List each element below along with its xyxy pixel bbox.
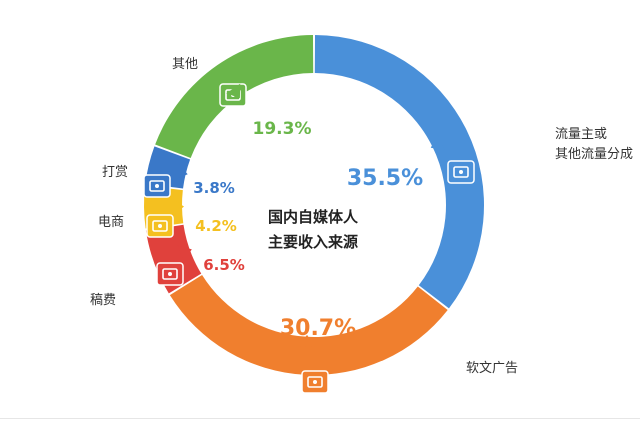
slice-pointer bbox=[430, 134, 446, 151]
center-title-line-2: 主要收入来源 bbox=[268, 233, 358, 251]
category-label: 稿费 bbox=[90, 292, 116, 308]
slice-pointer bbox=[172, 198, 185, 216]
slice-pointer bbox=[226, 83, 241, 99]
category-label: 软文广告 bbox=[466, 361, 518, 376]
shop-screen-icon bbox=[146, 214, 174, 238]
callout-group bbox=[143, 83, 475, 394]
label-group: 流量主或其他流量分成 35.5% 软文广告 30.7% 稿费 6.5% 电商 4.2% 打赏 3.… bbox=[90, 57, 633, 376]
category-label: 其他 bbox=[172, 57, 198, 72]
category-label: 电商 bbox=[98, 215, 124, 230]
category-label: 流量主或其他流量分成 bbox=[555, 127, 633, 162]
value-label: 6.5% bbox=[203, 256, 245, 274]
category-label: 打赏 bbox=[102, 165, 128, 180]
value-label: 30.7% bbox=[280, 316, 356, 341]
value-label: 4.2% bbox=[195, 217, 237, 235]
coin-stack-icon bbox=[143, 174, 171, 198]
center-title-line-1: 国内自媒体人 bbox=[268, 208, 359, 226]
slice-pointer bbox=[297, 334, 315, 347]
slice-流量主或-其他流量分成 bbox=[314, 35, 484, 309]
slice-软文广告 bbox=[169, 274, 448, 376]
footer-divider bbox=[0, 418, 640, 419]
network-share-icon bbox=[447, 160, 475, 184]
slice-pointer bbox=[177, 245, 192, 262]
speaker-screen-icon bbox=[301, 370, 329, 394]
value-label: 35.5% bbox=[347, 166, 423, 191]
value-label: 19.3% bbox=[253, 119, 312, 139]
hand-coin-icon bbox=[156, 262, 184, 286]
slice-pointer bbox=[174, 163, 188, 180]
value-label: 3.8% bbox=[193, 179, 235, 197]
